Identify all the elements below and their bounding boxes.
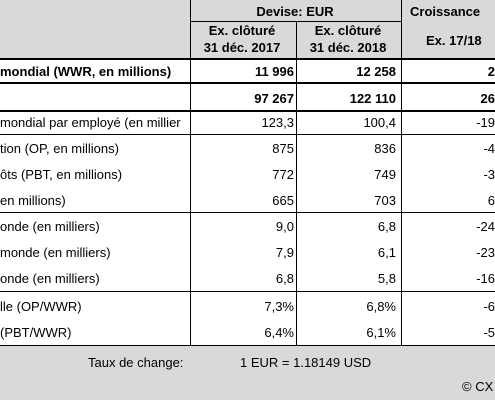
row-label: onde (en milliers) bbox=[0, 219, 100, 234]
value-growth: 2 bbox=[487, 64, 495, 79]
row-label: (PBT/WWR) bbox=[0, 325, 72, 340]
grid-line-horizontal bbox=[0, 212, 495, 213]
value-growth: 6 bbox=[487, 193, 495, 208]
exchange-rate-value: 1 EUR = 1.18149 USD bbox=[240, 355, 372, 370]
row-label: en millions) bbox=[0, 193, 66, 208]
value-2018: 703 bbox=[374, 193, 396, 208]
value-growth: -23 bbox=[476, 245, 495, 260]
grid-line-horizontal bbox=[0, 134, 495, 135]
col-2017-header-line1: Ex. clôturé bbox=[208, 23, 276, 38]
value-2017: 123,3 bbox=[261, 115, 294, 130]
value-2018: 6,1% bbox=[366, 325, 396, 340]
row-label: mondial par employé (en millier bbox=[0, 115, 181, 130]
value-2018: 6,1 bbox=[377, 245, 396, 260]
currency-group-header: Devise: EUR bbox=[256, 4, 334, 19]
row-label: ôts (PBT, en millions) bbox=[0, 167, 123, 182]
value-2017: 11 996 bbox=[254, 64, 294, 79]
value-2017: 772 bbox=[272, 167, 294, 182]
col-2018-header-line1: Ex. clôturé bbox=[314, 23, 382, 38]
value-2018: 749 bbox=[374, 167, 396, 182]
value-2017: 665 bbox=[272, 193, 294, 208]
value-2017: 97 267 bbox=[254, 91, 294, 106]
value-growth: -6 bbox=[483, 299, 495, 314]
value-2017: 875 bbox=[272, 141, 294, 156]
footer-top-rule bbox=[0, 345, 495, 346]
table-footer-background bbox=[0, 346, 495, 400]
col-2018-header-line2: 31 déc. 2018 bbox=[309, 40, 387, 55]
growth-group-header: Croissance bbox=[410, 4, 481, 19]
col-2017-header-line2: 31 déc. 2017 bbox=[203, 40, 281, 55]
value-2018: 6,8 bbox=[377, 219, 396, 234]
value-2017: 9,0 bbox=[275, 219, 294, 234]
grid-line-vertical bbox=[401, 0, 402, 346]
grid-line-horizontal bbox=[191, 21, 401, 22]
exchange-rate-label: Taux de change: bbox=[88, 355, 184, 370]
value-2017: 7,9 bbox=[275, 245, 294, 260]
value-2018: 122 110 bbox=[349, 91, 396, 106]
row-label: lle (OP/WWR) bbox=[0, 299, 82, 314]
copyright-notice: © CX bbox=[462, 379, 494, 394]
row-label: mondial (WWR, en millions) bbox=[0, 64, 172, 79]
row-label: onde (en milliers) bbox=[0, 271, 100, 286]
value-growth: -3 bbox=[483, 167, 495, 182]
grid-line-horizontal bbox=[0, 82, 495, 84]
value-2018: 12 258 bbox=[356, 64, 396, 79]
row-label: tion (OP, en millions) bbox=[0, 141, 119, 156]
value-2018: 100,4 bbox=[363, 115, 396, 130]
value-2017: 6,4% bbox=[264, 325, 294, 340]
grid-line-horizontal bbox=[0, 291, 495, 292]
value-2018: 6,8% bbox=[366, 299, 396, 314]
grid-line-horizontal bbox=[0, 110, 495, 112]
header-bottom-rule bbox=[0, 58, 495, 60]
table-header-background bbox=[0, 0, 495, 59]
value-growth: -16 bbox=[476, 271, 495, 286]
value-2018: 836 bbox=[374, 141, 396, 156]
value-2017: 7,3% bbox=[264, 299, 294, 314]
col-growth-header: Ex. 17/18 bbox=[426, 33, 482, 48]
value-growth: -4 bbox=[483, 141, 495, 156]
value-growth: -24 bbox=[476, 219, 495, 234]
value-growth: 26 bbox=[480, 91, 495, 106]
value-2017: 6,8 bbox=[275, 271, 294, 286]
grid-line-vertical bbox=[296, 21, 297, 346]
value-growth: -19 bbox=[476, 115, 495, 130]
row-label: monde (en milliers) bbox=[0, 245, 111, 260]
value-2018: 5,8 bbox=[377, 271, 396, 286]
grid-line-vertical bbox=[190, 0, 191, 346]
value-growth: -5 bbox=[483, 325, 495, 340]
